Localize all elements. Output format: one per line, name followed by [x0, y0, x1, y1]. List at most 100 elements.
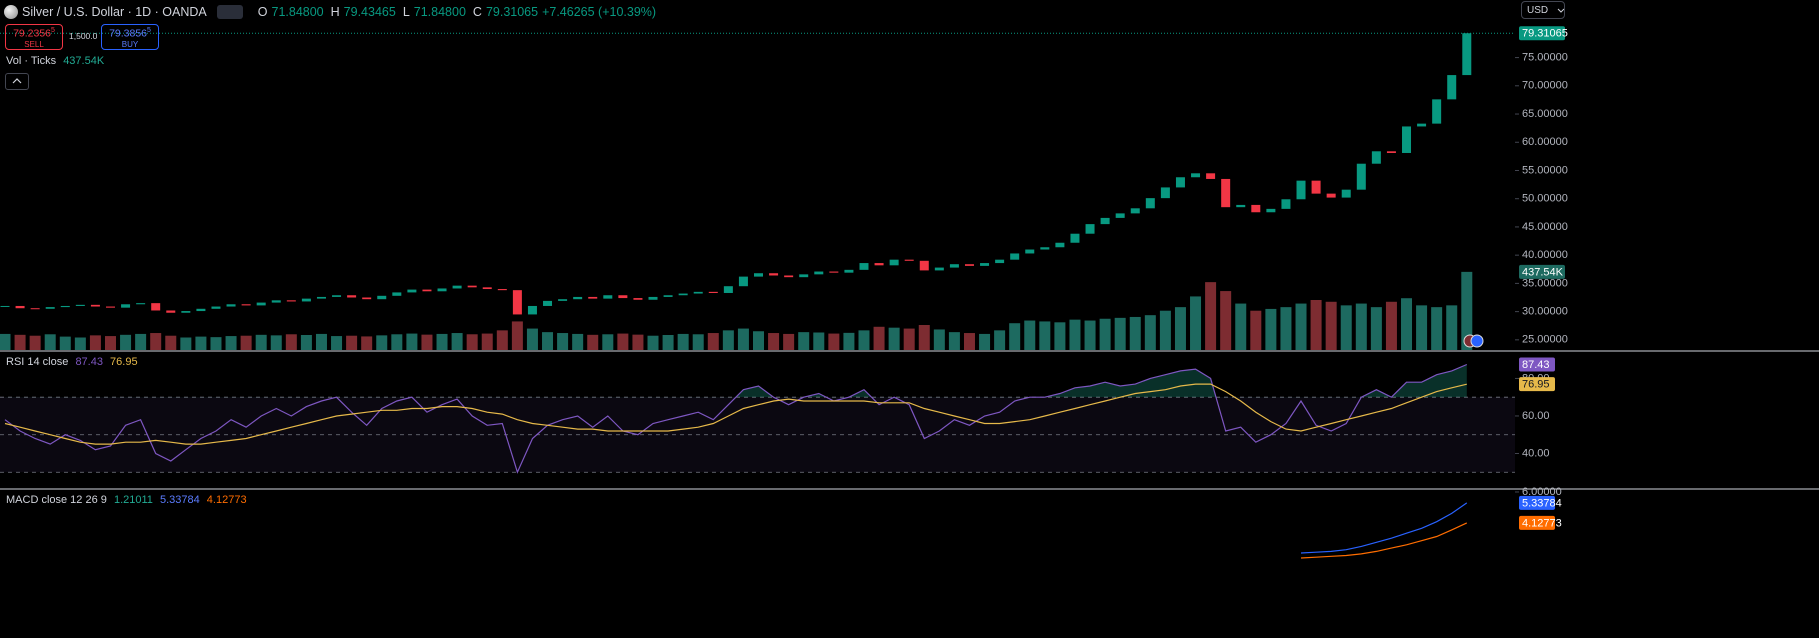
event-flag	[1470, 334, 1484, 348]
candle	[1115, 213, 1125, 218]
buy-button[interactable]: 79.38565 BUY	[101, 24, 159, 50]
candle	[347, 295, 357, 298]
ohlc-key: H	[330, 5, 340, 19]
candle	[512, 290, 522, 315]
candle	[437, 288, 447, 292]
volume-bar	[1039, 321, 1051, 350]
candle	[226, 304, 236, 307]
volume-bar	[692, 334, 704, 350]
sell-button[interactable]: 79.23565 SELL	[5, 24, 63, 50]
volume-bar	[14, 334, 26, 350]
indicator-line	[4, 363, 1468, 474]
rsi-title[interactable]: RSI 14 close	[6, 356, 69, 368]
volume-bar	[813, 332, 825, 350]
volume-bar	[1129, 316, 1141, 350]
candle	[1010, 253, 1020, 260]
volume-bar	[587, 334, 599, 350]
candle	[1221, 178, 1231, 208]
volume-bar	[1461, 271, 1473, 350]
volume-bar	[1114, 317, 1126, 350]
macd-histogram-readout: 1.21011	[113, 494, 153, 506]
candle	[105, 306, 115, 308]
candle	[316, 296, 326, 299]
candle	[1160, 187, 1170, 199]
volume-bar	[526, 328, 538, 350]
candle	[1341, 189, 1351, 198]
volume-bar	[617, 333, 629, 350]
candle	[588, 296, 598, 299]
candle	[1236, 204, 1246, 208]
symbol-name[interactable]: Silver / U.S. Dollar · 1D · OANDA	[22, 5, 207, 19]
candle	[874, 263, 884, 266]
sell-price: 79.2356	[13, 27, 52, 40]
axis-badge	[1519, 377, 1555, 392]
ohlc-value: 71.84800	[271, 5, 324, 19]
volume-bar	[165, 335, 177, 350]
axis-badge	[1519, 495, 1555, 510]
candle	[769, 273, 779, 276]
y-tick-label: 45.00000	[1522, 221, 1568, 233]
candle	[949, 264, 959, 268]
volume-bar	[1190, 296, 1202, 350]
y-tick-label: 55.00000	[1522, 164, 1568, 176]
candle	[844, 269, 854, 273]
volume-bar	[451, 333, 463, 350]
collapse-button[interactable]	[5, 73, 29, 90]
ohlc-key: O	[257, 5, 268, 19]
candle	[1386, 151, 1396, 153]
candle	[558, 299, 568, 301]
candle	[392, 292, 402, 296]
macd-title[interactable]: MACD close 12 26 9	[6, 494, 107, 506]
volume-bar	[1431, 307, 1443, 350]
volume-bar	[421, 334, 433, 350]
volume-bar	[828, 333, 840, 350]
candle	[256, 302, 266, 306]
indicator-line	[4, 383, 1467, 445]
candle	[573, 296, 583, 300]
y-tick-label: 25.00000	[1522, 334, 1568, 346]
volume-title[interactable]: Vol · Ticks	[6, 55, 57, 67]
candle	[799, 274, 809, 278]
quantity[interactable]: 1,500.0	[69, 31, 98, 41]
volume-bar	[496, 330, 508, 350]
axis-badge-label: 76.95	[1522, 379, 1550, 391]
candle	[1175, 177, 1185, 188]
candle	[1145, 198, 1155, 209]
candle	[964, 264, 974, 266]
candle	[1070, 233, 1080, 243]
candle	[136, 303, 146, 305]
legend-tools[interactable]	[216, 5, 243, 19]
volume-legend: Vol · Ticks 437.54K	[6, 55, 104, 67]
rsi-band	[0, 397, 1515, 473]
volume-bar	[361, 336, 373, 350]
volume-bar	[0, 333, 11, 350]
sell-price-pip: 5	[51, 27, 55, 34]
candle	[678, 293, 688, 296]
volume-bar	[632, 334, 644, 350]
volume-bar	[225, 336, 237, 350]
volume-bar	[994, 330, 1006, 350]
volume-bar	[1355, 303, 1367, 350]
currency-button[interactable]: USD	[1521, 1, 1565, 19]
candle	[362, 297, 372, 300]
candle	[121, 304, 131, 308]
candle	[738, 276, 748, 287]
candle	[482, 287, 492, 290]
candle	[543, 300, 553, 306]
volume-bar	[1370, 307, 1382, 350]
candle	[181, 311, 191, 313]
volume-bar	[662, 335, 674, 350]
volume-bar	[1401, 298, 1413, 350]
candle	[889, 259, 899, 266]
candle	[151, 303, 161, 311]
y-tick-label: 50.00000	[1522, 193, 1568, 205]
axis-badge-label: 437.54K	[1522, 266, 1564, 278]
volume-bar	[647, 335, 659, 350]
volume-bar	[300, 335, 312, 350]
axis-badge	[1519, 264, 1565, 279]
volume-bar	[315, 333, 327, 350]
candle	[45, 307, 55, 309]
volume-bar	[737, 328, 749, 350]
candle	[603, 295, 613, 299]
